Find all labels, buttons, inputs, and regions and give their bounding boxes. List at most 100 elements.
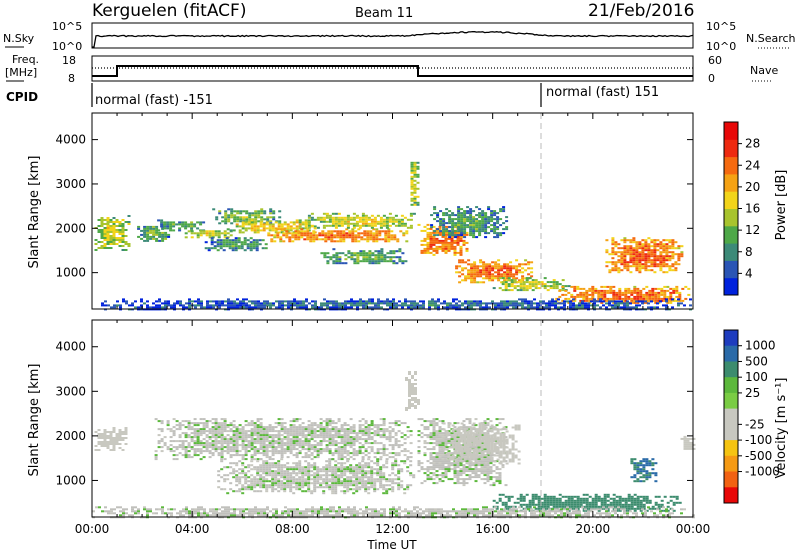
power-cell — [363, 230, 366, 232]
velocity-cell — [286, 482, 289, 484]
power-cell — [339, 238, 342, 240]
velocity-cell — [386, 454, 389, 456]
velocity-cell — [268, 480, 271, 482]
power-cell — [623, 237, 626, 239]
velocity-cell — [241, 472, 244, 474]
power-cell — [467, 275, 470, 277]
power-cell — [529, 285, 532, 287]
power-cell — [671, 298, 674, 300]
velocity-cell — [287, 444, 290, 446]
velocity-cell — [401, 444, 404, 446]
power-cell — [632, 265, 635, 267]
power-cell — [560, 306, 563, 308]
power-cell — [377, 215, 380, 217]
power-cell — [344, 219, 347, 221]
power-cell — [293, 304, 296, 306]
power-cell — [353, 219, 356, 221]
power-cell — [314, 219, 317, 221]
power-cell — [244, 241, 247, 243]
power-cell — [614, 269, 617, 271]
power-cell — [428, 302, 431, 304]
velocity-cell — [382, 472, 385, 474]
power-cell — [348, 236, 351, 238]
power-cell — [299, 306, 302, 308]
power-cell — [405, 240, 408, 242]
velocity-cell — [289, 482, 292, 484]
power-cell — [490, 210, 493, 212]
velocity-cell — [200, 418, 203, 420]
velocity-cell — [203, 444, 206, 446]
power-cell — [360, 236, 363, 238]
power-cell — [250, 243, 253, 245]
velocity-cell — [311, 458, 314, 460]
power-cell — [455, 306, 458, 308]
power-cell — [457, 252, 460, 254]
velocity-cell — [263, 442, 266, 444]
velocity-cell — [203, 426, 206, 428]
velocity-cell — [253, 466, 256, 468]
power-cell — [389, 304, 392, 306]
velocity-cell — [296, 426, 299, 428]
power-cell — [475, 218, 478, 220]
power-cell — [371, 254, 374, 256]
velocity-cell — [310, 492, 313, 494]
velocity-cell — [212, 442, 215, 444]
power-cell — [347, 300, 350, 302]
power-cell — [344, 258, 347, 260]
power-cell — [469, 224, 472, 226]
velocity-cell — [197, 436, 200, 438]
velocity-cell — [191, 428, 194, 430]
velocity-cell — [230, 448, 233, 450]
velocity-cell — [194, 422, 197, 424]
power-cell — [362, 260, 365, 262]
power-cell — [158, 298, 161, 300]
power-cell — [653, 239, 656, 241]
velocity-cell — [268, 484, 271, 486]
velocity-cell — [155, 456, 158, 458]
velocity-cell — [191, 438, 194, 440]
velocity-cell — [280, 472, 283, 474]
velocity-cell — [301, 484, 304, 486]
velocity-cell — [344, 448, 347, 450]
power-cell — [254, 304, 257, 306]
power-cell — [470, 306, 473, 308]
power-cell — [635, 306, 638, 308]
power-cell — [320, 219, 323, 221]
power-cell — [392, 252, 395, 254]
velocity-cell — [281, 422, 284, 424]
power-cell — [369, 232, 372, 234]
velocity-cell — [397, 478, 400, 480]
power-cell — [442, 232, 445, 234]
power-cell — [224, 222, 227, 224]
velocity-cell — [248, 442, 251, 444]
velocity-cell — [346, 458, 349, 460]
velocity-cell — [295, 472, 298, 474]
velocity-cell — [289, 488, 292, 490]
velocity-cell — [364, 470, 367, 472]
velocity-cell — [244, 488, 247, 490]
velocity-cell — [248, 424, 251, 426]
velocity-cell — [284, 426, 287, 428]
velocity-cell — [194, 452, 197, 454]
power-cell — [221, 220, 224, 222]
power-cell — [254, 223, 257, 225]
power-cell — [496, 232, 499, 234]
velocity-cell — [322, 466, 325, 468]
velocity-cell — [110, 441, 113, 443]
power-cell — [451, 218, 454, 220]
velocity-cell — [182, 444, 185, 446]
velocity-cell — [200, 432, 203, 434]
velocity-cell — [251, 438, 254, 440]
velocity-cell — [298, 460, 301, 462]
velocity-cell — [376, 474, 379, 476]
velocity-cell — [335, 432, 338, 434]
power-cell — [569, 306, 572, 308]
power-cell — [359, 300, 362, 302]
velocity-cell — [403, 462, 406, 464]
power-cell — [424, 240, 427, 242]
velocity-cell — [313, 474, 316, 476]
velocity-cell — [307, 470, 310, 472]
power-cell — [654, 298, 657, 300]
power-cell — [551, 302, 554, 304]
power-cell — [206, 306, 209, 308]
